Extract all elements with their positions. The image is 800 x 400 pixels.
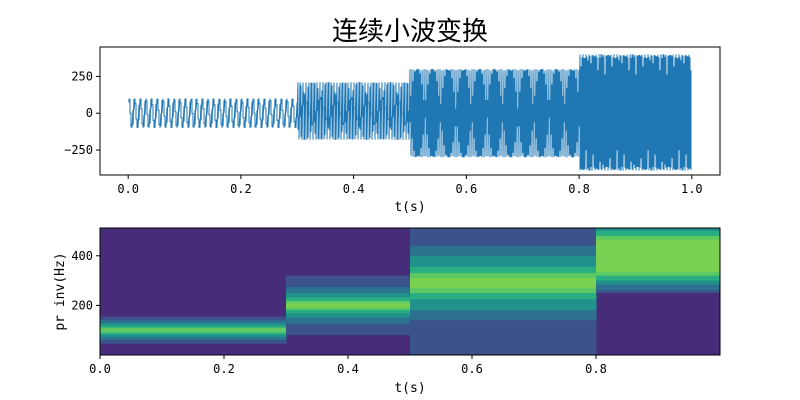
x-tick-label: 0.2	[230, 182, 252, 196]
y-tick-label: 200	[71, 298, 93, 312]
x-tick-label: 0.6	[461, 362, 483, 376]
y-tick-label: 250	[71, 69, 93, 83]
signal-line	[128, 54, 692, 171]
x-axis-label: t(s)	[394, 381, 425, 396]
heatmap-band	[286, 303, 411, 308]
heatmap-band	[596, 239, 720, 272]
x-tick-label: 0.8	[568, 182, 590, 196]
x-tick-label: 1.0	[681, 182, 703, 196]
x-tick-label: 0.4	[337, 362, 359, 376]
y-axis-label: pr inv(Hz)	[53, 252, 68, 330]
heatmap-band	[410, 278, 597, 289]
x-tick-label: 0.4	[343, 182, 365, 196]
x-tick-label: 0.6	[456, 182, 478, 196]
chart-title: 连续小波变换	[332, 17, 488, 47]
x-tick-label: 0.0	[89, 362, 111, 376]
x-axis-label: t(s)	[394, 200, 425, 215]
plot-frame	[99, 46, 721, 176]
x-tick-label: 0.8	[585, 362, 607, 376]
heatmap-area	[100, 228, 720, 355]
x-tick-label: 0.2	[213, 362, 235, 376]
y-tick-label: −250	[64, 143, 93, 157]
x-tick-label: 0.0	[117, 182, 139, 196]
y-tick-label: 0	[86, 106, 93, 120]
top-chart: 连续小波变换 0.0 0.2 0.4 0.6 0.8 1.0 −250 0 250 t(s)	[64, 17, 721, 215]
bottom-chart: 0.0 0.2 0.4 0.6 0.8 200 400 t(s) pr inv(Hz)	[53, 227, 721, 396]
y-tick-label: 400	[71, 249, 93, 263]
plot-frame	[99, 227, 721, 356]
heatmap-band	[100, 327, 287, 333]
